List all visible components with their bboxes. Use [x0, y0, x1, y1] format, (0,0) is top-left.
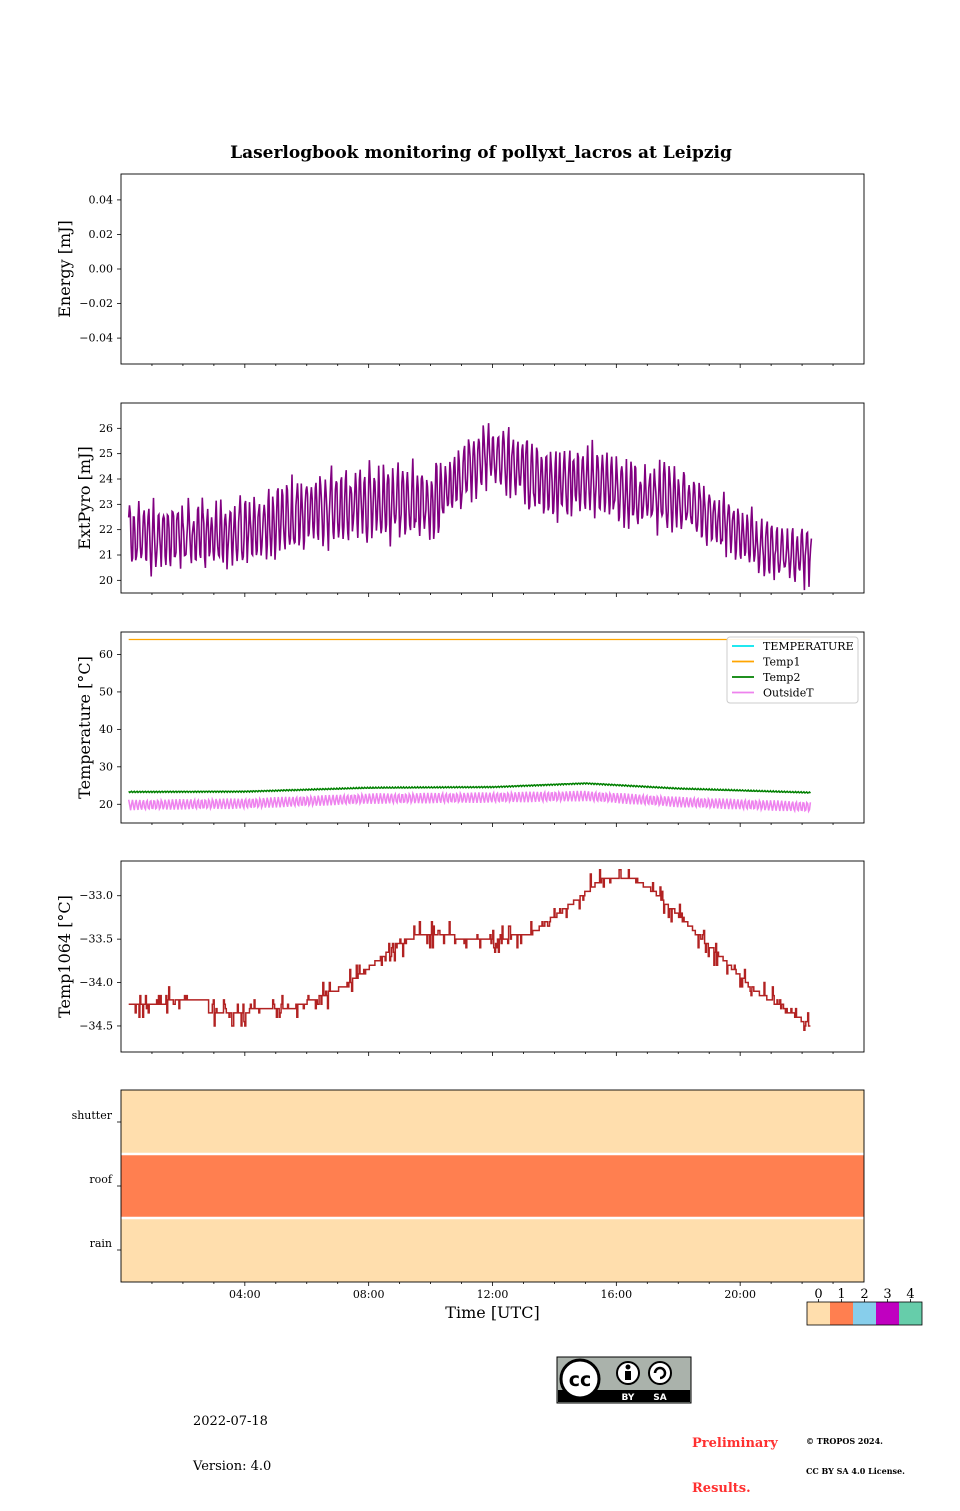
colorbar-label: 0: [814, 1287, 822, 1302]
temp1064-line: [128, 868, 811, 1032]
y-tick-label: −33.0: [79, 889, 113, 902]
plot-area: [128, 868, 811, 1032]
y-tick-label: 26: [99, 422, 113, 435]
axes-frame: [120, 1089, 865, 1283]
y-axis-label: Temperature [°C]: [75, 656, 94, 799]
legend-label: TEMPERATURE: [763, 640, 854, 653]
plot-area: [127, 423, 813, 591]
y-tick-label: 25: [99, 447, 113, 460]
axes-frame: [120, 402, 865, 594]
preliminary-line2: Results.: [692, 1481, 751, 1496]
x-tick-label: 04:00: [229, 1288, 261, 1301]
sa-circle: [648, 1361, 672, 1385]
axes-frame: [120, 173, 865, 365]
row-label: roof: [89, 1173, 113, 1186]
y-tick-label: −0.04: [79, 332, 113, 345]
by-body: [625, 1371, 631, 1380]
y-tick-label: 30: [99, 760, 113, 773]
row-label: shutter: [72, 1109, 113, 1122]
colorbar-cell: [830, 1302, 853, 1325]
x-tick-label: 16:00: [600, 1288, 632, 1301]
y-axis-label: Temp1064 [°C]: [55, 895, 74, 1018]
plot-area: [127, 638, 812, 814]
sa-label: SA: [653, 1393, 666, 1403]
x-tick-label: 12:00: [477, 1288, 509, 1301]
legend: TEMPERATURE Temp1 Temp2 OutsideT: [726, 636, 859, 704]
panel-temperature: 20 30 40 50 60 Temperature [°C] TEMPERATURE Tem…: [75, 631, 865, 827]
colorbar-cell: [807, 1302, 830, 1325]
colorbar-label: 3: [883, 1287, 891, 1302]
y-tick-label: −34.0: [79, 976, 113, 989]
y-tick-label: −0.02: [79, 297, 113, 310]
preliminary-note: Preliminary Results.: [692, 1406, 778, 1511]
y-tick-label: 20: [99, 574, 113, 587]
colorbar-label: 2: [860, 1287, 868, 1302]
preliminary-line1: Preliminary: [692, 1436, 778, 1451]
axes-frame: [120, 860, 865, 1053]
y-axis-label: Energy [mJ]: [55, 220, 74, 318]
panel-extpyro: 20 21 22 23 24 25 26 ExtPyro [mJ]: [75, 402, 865, 597]
y-tick-label: 23: [99, 498, 113, 511]
figure-canvas: Laserlogbook monitoring of pollyxt_lacro…: [55, 143, 923, 1404]
colorbar-frame: [806, 1301, 923, 1326]
figure-title: Laserlogbook monitoring of pollyxt_lacro…: [230, 143, 732, 163]
y-tick-label: 60: [99, 648, 113, 661]
axes-frame: [120, 631, 865, 824]
footer-date: 2022-07-18: [193, 1414, 268, 1429]
row-label: rain: [90, 1237, 112, 1250]
by-head: [625, 1364, 631, 1370]
cc-glyph: cc: [569, 1369, 592, 1391]
copyright-line1: © TROPOS 2024.: [806, 1436, 883, 1446]
y-tick-label: 22: [99, 523, 113, 536]
legend-label: Temp1: [763, 656, 800, 669]
footer-version: Version: 4.0: [193, 1459, 272, 1474]
legend-label: Temp2: [763, 671, 800, 684]
flag-band-shutter: [121, 1090, 864, 1154]
cc-circle: [559, 1358, 601, 1400]
x-tick-label: 08:00: [353, 1288, 385, 1301]
y-tick-label: 21: [99, 549, 113, 562]
series-outsidet: [127, 789, 812, 814]
colorbar-cell: [876, 1302, 899, 1325]
y-tick-label: 40: [99, 723, 113, 736]
cc-by-sa-icon: cc BY SA: [556, 1356, 692, 1404]
y-tick-label: 0.02: [89, 228, 114, 241]
colorbar-label: 1: [837, 1287, 845, 1302]
x-tick-label: 20:00: [724, 1288, 756, 1301]
copyright-line2: CC BY SA 4.0 License.: [806, 1466, 905, 1476]
y-tick-label: 0.00: [89, 263, 114, 276]
panel-energy: 0.04 0.02 0.00 −0.02 −0.04 Energy [mJ]: [55, 173, 865, 368]
series-temp2: [128, 782, 812, 795]
footer-info: 2022-07-18 Version: 4.0: [193, 1384, 271, 1489]
by-label: BY: [622, 1393, 635, 1403]
x-axis-label: Time [UTC]: [445, 1303, 539, 1322]
flag-band-rain: [121, 1218, 864, 1282]
panel-temp1064: −33.0 −33.5 −34.0 −34.5 Temp1064 [°C]: [55, 860, 865, 1056]
copyright-note: © TROPOS 2024. CC BY SA 4.0 License.: [806, 1416, 905, 1486]
y-tick-label: 20: [99, 798, 113, 811]
flag-band-roof: [121, 1154, 864, 1218]
sa-arc: [653, 1366, 667, 1380]
y-axis-label: ExtPyro [mJ]: [75, 446, 94, 549]
legend-box: [726, 636, 859, 704]
colorbar-cell: [899, 1302, 922, 1325]
extpyro-line: [127, 423, 813, 591]
y-tick-label: 0.04: [89, 193, 114, 206]
y-tick-label: −33.5: [79, 933, 113, 946]
colorbar-label: 4: [906, 1287, 914, 1302]
legend-label: OutsideT: [763, 687, 814, 700]
panel-flags: shutter roof rain 04:00 08:00 12:00 16:00 20:00…: [72, 1089, 865, 1322]
y-tick-label: 50: [99, 685, 113, 698]
y-tick-label: −34.5: [79, 1019, 113, 1032]
y-tick-label: 24: [99, 473, 113, 486]
colorbar-cell: [853, 1302, 876, 1325]
